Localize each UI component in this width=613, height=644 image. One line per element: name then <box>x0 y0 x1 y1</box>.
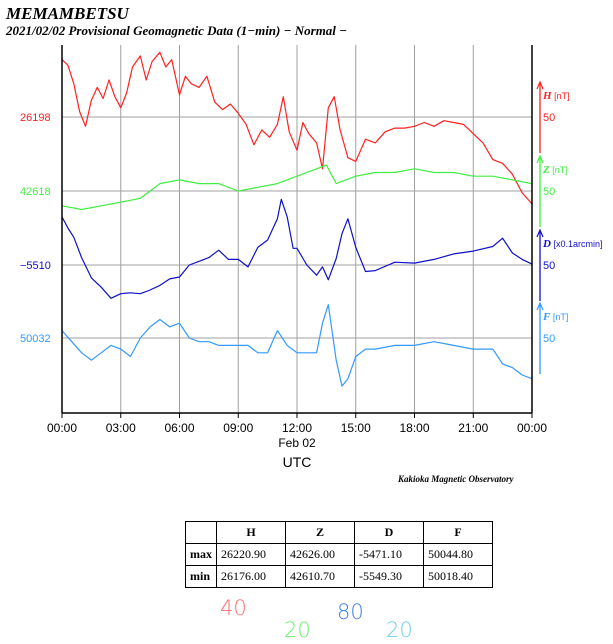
stats-cell: 42626.00 <box>285 543 355 566</box>
series-line-h <box>61 51 533 205</box>
baseline-label-h: 26198 <box>20 112 51 124</box>
series-name-z: Z [nT] <box>542 164 568 176</box>
x-tick-label: 09:00 <box>223 421 253 435</box>
stats-table: H Z D F max 26220.90 42626.00 -5471.10 5… <box>185 521 493 588</box>
series-line-d <box>61 198 533 299</box>
scale-label-z: 50 <box>543 186 555 198</box>
series-name-f: F [nT] <box>542 311 568 323</box>
scale-arrow-d <box>536 228 544 238</box>
stats-col-h: H <box>216 521 286 544</box>
stats-cell: -5549.30 <box>354 565 424 588</box>
scale-legend-d: 80 <box>337 600 364 624</box>
series-name-h: H [nT] <box>542 90 570 102</box>
plot-frame <box>61 45 544 418</box>
scale-label-d: 50 <box>543 260 555 272</box>
stats-col-d: D <box>354 521 424 544</box>
series-name-d: D [x0.1arcmin] <box>542 238 602 250</box>
x-tick-label: 03:00 <box>106 421 136 435</box>
x-tick-label: 12:00 <box>282 421 312 435</box>
scale-arrow-z <box>536 154 544 164</box>
chart-grid <box>62 45 532 413</box>
series-layer <box>61 51 533 387</box>
stats-row-label: min <box>185 565 217 588</box>
observatory-credit: Kakioka Magnetic Observatory <box>398 474 514 484</box>
x-tick-label: 18:00 <box>399 421 429 435</box>
x-tick-label: 21:00 <box>458 421 488 435</box>
stats-header-row: H Z D F <box>185 521 493 544</box>
x-date-label: Feb 02 <box>278 436 316 450</box>
stats-col-z: Z <box>285 521 355 544</box>
stats-cell: 50018.40 <box>423 565 493 588</box>
baseline-label-f: 50032 <box>20 333 51 345</box>
stats-cell: 26176.00 <box>216 565 286 588</box>
stats-col-f: F <box>423 521 493 544</box>
chart-subtitle: 2021/02/02 Provisional Geomagnetic Data … <box>6 23 348 38</box>
scale-label-f: 50 <box>543 333 555 345</box>
stats-corner <box>185 521 217 544</box>
series-line-f <box>61 304 533 387</box>
scale-legend-f: 20 <box>386 618 413 642</box>
scale-arrow-f <box>536 301 544 311</box>
stats-cell: 26220.90 <box>216 543 286 566</box>
x-tick-label: 00:00 <box>47 421 77 435</box>
stats-row-label: max <box>185 543 217 566</box>
stats-cell: -5471.10 <box>354 543 424 566</box>
x-tick-label: 00:00 <box>517 421 547 435</box>
scale-label-h: 50 <box>543 112 555 124</box>
stats-cell: 50044.80 <box>423 543 493 566</box>
x-axis-title: UTC <box>283 454 312 470</box>
x-tick-label: 15:00 <box>341 421 371 435</box>
baseline-label-d: −5510 <box>20 260 51 272</box>
station-title: MEMAMBETSU <box>6 4 129 23</box>
x-tick-label: 06:00 <box>164 421 194 435</box>
series-line-z <box>61 164 533 211</box>
scale-legend-z: 20 <box>284 618 311 642</box>
geomagnetic-chart: 00:00 03:00 06:00 09:00 12:00 15:00 18:00 21:00… <box>20 45 602 470</box>
stats-row-max: max 26220.90 42626.00 -5471.10 50044.80 <box>185 543 493 566</box>
scale-legend-h: 40 <box>220 596 247 620</box>
stats-row-min: min 26176.00 42610.70 -5549.30 50018.40 <box>185 565 493 588</box>
baseline-label-z: 42618 <box>20 186 51 198</box>
axis-labels: 00:00 03:00 06:00 09:00 12:00 15:00 18:00 21:00… <box>20 90 602 470</box>
stats-cell: 42610.70 <box>285 565 355 588</box>
scale-arrow-h <box>536 80 544 90</box>
